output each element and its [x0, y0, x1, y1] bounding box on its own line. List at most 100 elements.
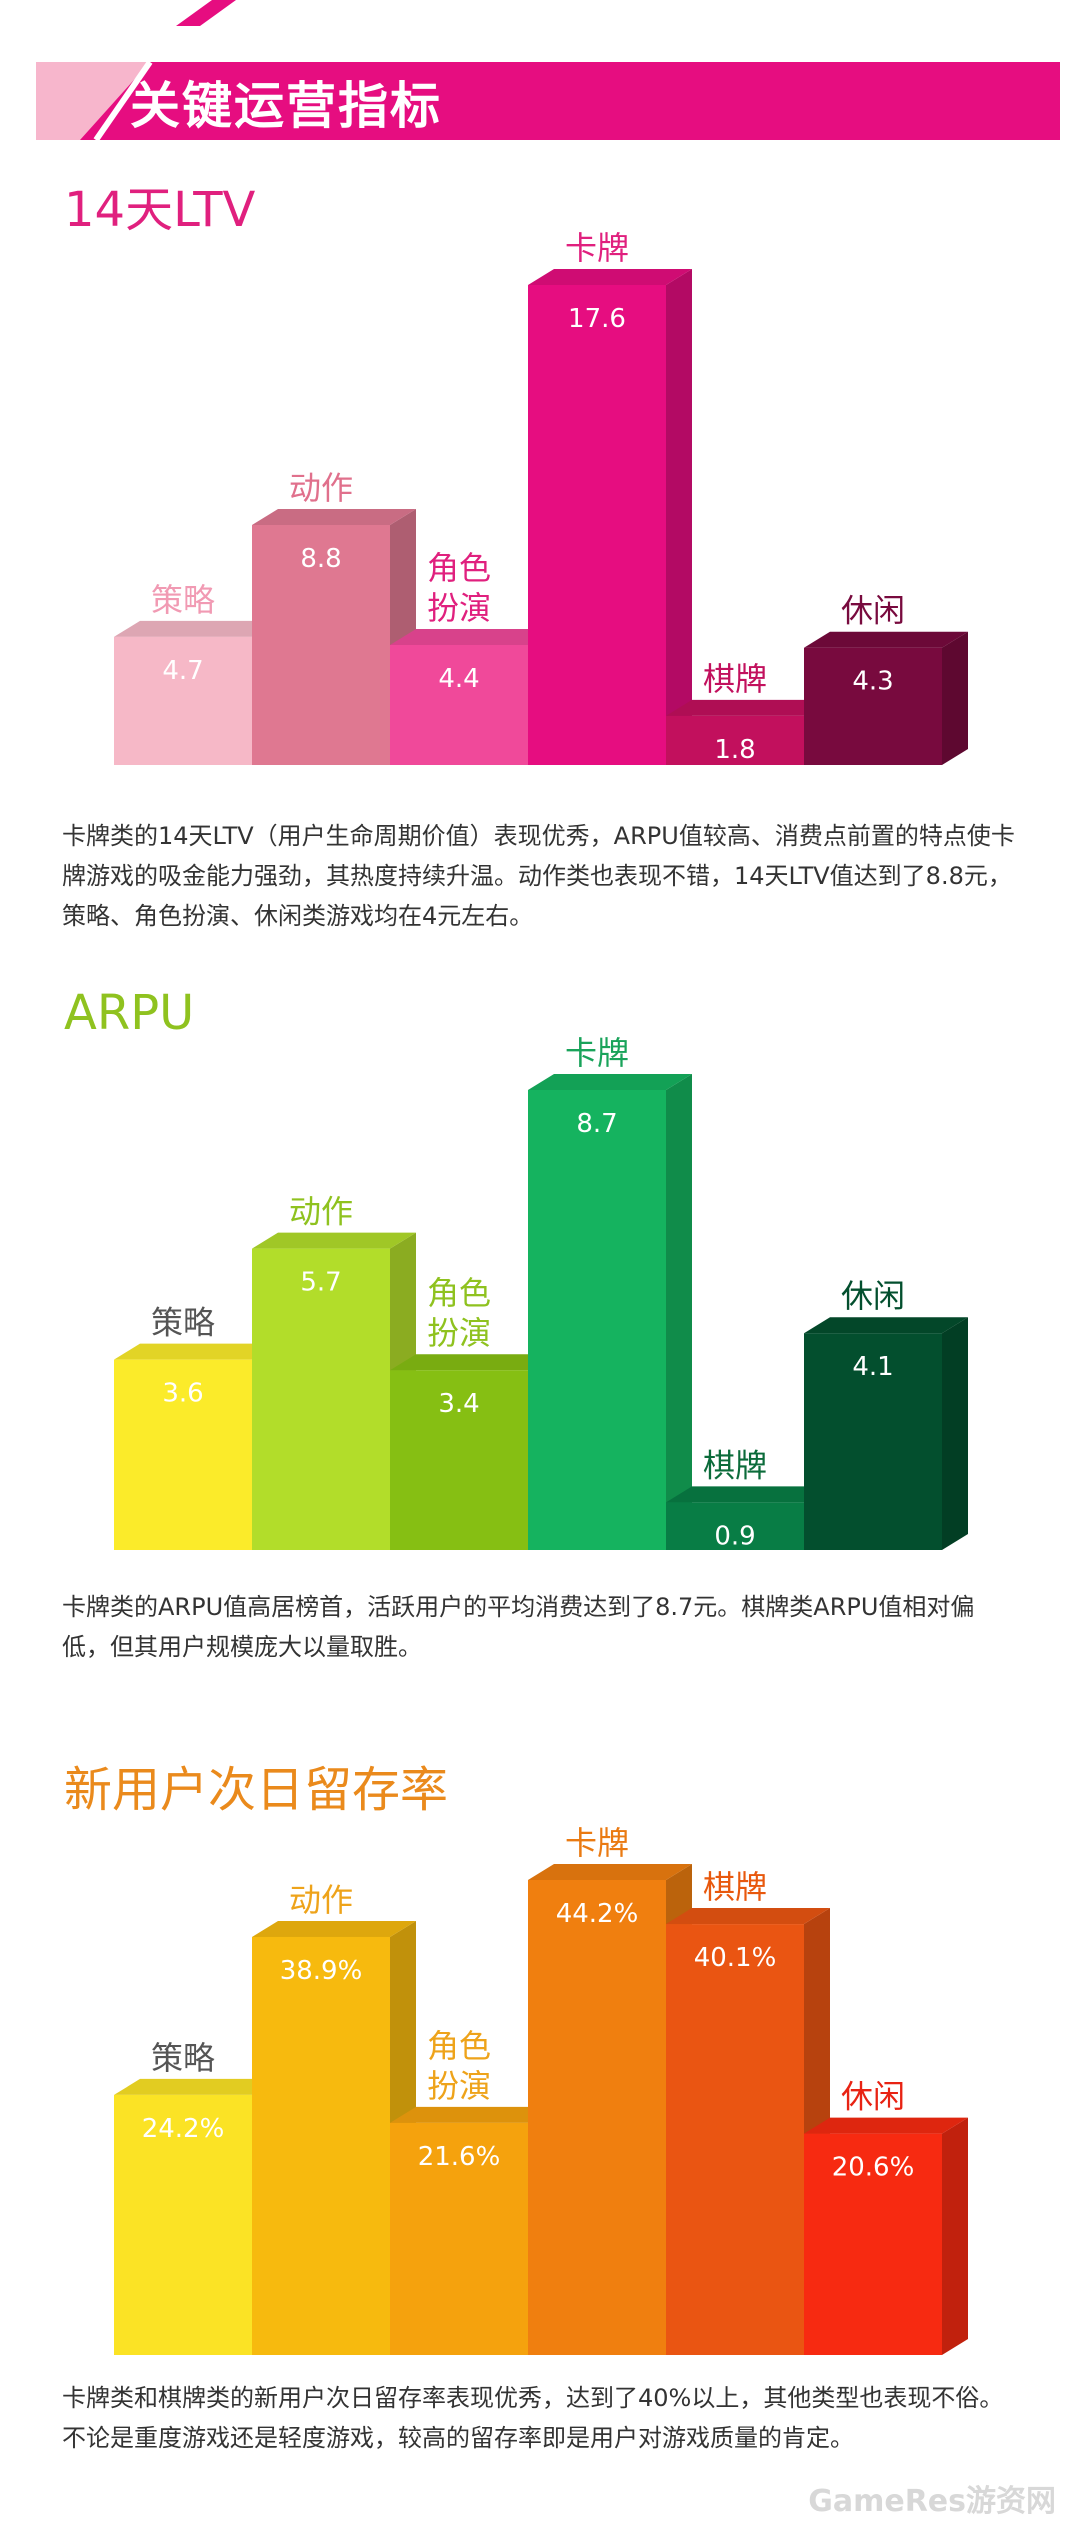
category-label-5: 休闲 — [841, 592, 905, 630]
bar-2 — [390, 1370, 528, 1550]
category-label-4: 棋牌 — [703, 1868, 767, 1906]
bar-4 — [666, 715, 804, 765]
bar-0 — [114, 636, 252, 765]
category-label-5: 休闲 — [841, 2078, 905, 2116]
watermark: GameRes游资网 — [808, 2484, 1056, 2519]
bar-value-label-1: 8.8 — [300, 544, 341, 574]
bar-2 — [390, 2122, 528, 2355]
bar-top-2 — [390, 629, 554, 645]
category-label-2-0: 角色 — [427, 1274, 491, 1312]
retention-chart: 24.2% 策略 38.9% 动作 21.6% 角色扮演 44.2% 卡牌 40.1% 棋牌 20.… — [114, 1824, 968, 2355]
bar-2 — [390, 645, 528, 765]
section-title-ltv: 14天LTV — [64, 182, 256, 238]
category-label-5: 休闲 — [841, 1277, 905, 1315]
category-label-2-0: 角色 — [427, 2027, 491, 2065]
bar-group-5: 4.1 休闲 — [804, 1277, 968, 1550]
bar-value-label-5: 4.1 — [852, 1352, 893, 1382]
bar-value-label-4: 40.1% — [694, 1943, 777, 1973]
bar-5 — [804, 2133, 942, 2355]
bar-value-label-5: 4.3 — [852, 667, 893, 697]
category-label-2-1: 扮演 — [427, 589, 491, 627]
category-label-3: 卡牌 — [565, 1824, 629, 1862]
bar-4 — [666, 1502, 804, 1550]
bar-0 — [114, 2094, 252, 2355]
bar-value-label-4: 1.8 — [714, 735, 755, 765]
bar-value-label-0: 4.7 — [162, 656, 203, 686]
bar-1 — [252, 525, 390, 765]
banner-shape — [36, 0, 1060, 142]
category-label-1: 动作 — [289, 469, 353, 507]
category-label-4: 棋牌 — [703, 1446, 767, 1484]
ltv-chart: 4.7 策略 8.8 动作 4.4 角色扮演 17.6 卡牌 1.8 棋牌 4.3 休闲 — [114, 229, 968, 765]
category-label-4: 棋牌 — [703, 660, 767, 698]
bar-value-label-2: 4.4 — [438, 664, 479, 694]
bar-top-0 — [114, 2078, 278, 2095]
bar-0 — [114, 1359, 252, 1550]
bar-top-5 — [804, 631, 968, 648]
bar-group-5: 4.3 休闲 — [804, 592, 968, 765]
arpu-chart: 3.6 策略 5.7 动作 3.4 角色扮演 8.7 卡牌 0.9 棋牌 4.1 休闲 — [114, 1034, 968, 1551]
category-label-0: 策略 — [151, 2039, 215, 2077]
page-title: 关键运营指标 — [130, 77, 442, 135]
bar-top-2 — [390, 2106, 554, 2123]
bar-top-1 — [252, 509, 416, 525]
bar-top-4 — [666, 699, 830, 716]
bar-value-label-2: 21.6% — [418, 2142, 501, 2172]
category-label-3: 卡牌 — [565, 229, 629, 267]
bar-1 — [252, 1936, 390, 2355]
bar-1 — [252, 1248, 390, 1550]
bar-top-3 — [528, 269, 692, 285]
bar-side-5 — [942, 631, 968, 765]
bar-value-label-1: 5.7 — [300, 1268, 341, 1298]
section-title-arpu: ARPU — [64, 985, 195, 1041]
bar-group-0: 4.7 策略 — [114, 581, 278, 765]
category-label-1: 动作 — [289, 1881, 353, 1919]
category-label-2-0: 角色 — [427, 549, 491, 587]
bar-value-label-5: 20.6% — [832, 2153, 915, 2183]
bar-value-label-1: 38.9% — [280, 1956, 363, 1986]
bar-top-1 — [252, 1920, 416, 1937]
bar-5 — [804, 1333, 942, 1550]
bar-top-0 — [114, 620, 278, 637]
bar-group-2: 21.6% 角色扮演 — [390, 2027, 554, 2355]
bar-value-label-4: 0.9 — [714, 1521, 755, 1551]
bar-top-2 — [390, 1354, 554, 1371]
bar-value-label-3: 8.7 — [576, 1109, 617, 1139]
bar-3 — [528, 1880, 666, 2355]
category-label-3: 卡牌 — [565, 1034, 629, 1072]
bar-top-0 — [114, 1343, 278, 1360]
bar-value-label-2: 3.4 — [438, 1389, 479, 1419]
category-label-0: 策略 — [151, 581, 215, 619]
section-title-retention: 新用户次日留存率 — [64, 1762, 449, 1818]
bar-value-label-0: 3.6 — [162, 1379, 203, 1409]
bar-4 — [666, 1924, 804, 2355]
bar-side-5 — [942, 1317, 968, 1550]
section-description-arpu: 卡牌类的ARPU值高居榜首，活跃用户的平均消费达到了8.7元。棋牌类ARPU值相… — [62, 1593, 975, 1661]
bar-group-3: 17.6 卡牌 — [528, 229, 692, 765]
bar-top-4 — [666, 1908, 830, 1925]
bar-value-label-3: 17.6 — [568, 304, 626, 334]
bar-top-1 — [252, 1232, 416, 1249]
bar-group-4: 40.1% 棋牌 — [666, 1868, 830, 2355]
bar-side-3 — [666, 1074, 692, 1550]
bar-value-label-0: 24.2% — [142, 2114, 225, 2144]
bar-top-5 — [804, 1317, 968, 1334]
bar-5 — [804, 647, 942, 765]
bar-top-4 — [666, 1486, 830, 1503]
category-label-0: 策略 — [151, 1304, 215, 1342]
bar-value-label-3: 44.2% — [556, 1899, 639, 1929]
bar-3 — [528, 285, 666, 765]
bar-3 — [528, 1090, 666, 1550]
bar-group-5: 20.6% 休闲 — [804, 2078, 968, 2355]
section-description-retention: 卡牌类和棋牌类的新用户次日留存率表现优秀，达到了40%以上，其他类型也表现不俗。… — [62, 2384, 1004, 2452]
category-label-2-1: 扮演 — [427, 1314, 491, 1352]
bar-top-3 — [528, 1864, 692, 1880]
bar-top-5 — [804, 2117, 968, 2134]
bar-top-3 — [528, 1074, 692, 1090]
bar-side-3 — [666, 269, 692, 765]
category-label-2-1: 扮演 — [427, 2067, 491, 2105]
category-label-1: 动作 — [289, 1193, 353, 1231]
header-banner: 关键运营指标 — [0, 0, 1074, 160]
bar-side-5 — [942, 2117, 968, 2355]
section-description-ltv: 卡牌类的14天LTV（用户生命周期价值）表现优秀，ARPU值较高、消费点前置的特… — [62, 822, 1015, 930]
